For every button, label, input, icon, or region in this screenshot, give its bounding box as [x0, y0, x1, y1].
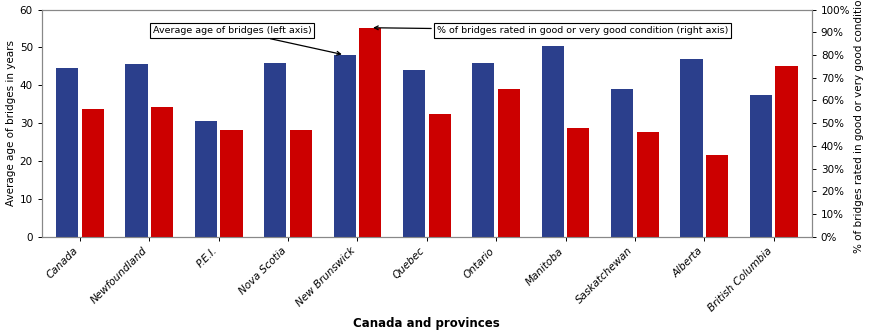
Bar	[705, 155, 727, 237]
Bar	[151, 107, 173, 237]
Bar	[497, 89, 520, 237]
Y-axis label: Average age of bridges in years: Average age of bridges in years	[5, 40, 16, 206]
Bar	[567, 128, 589, 237]
Bar	[428, 114, 450, 237]
X-axis label: Canada and provinces: Canada and provinces	[353, 318, 500, 330]
Bar	[610, 89, 633, 237]
Bar	[680, 59, 701, 237]
Bar	[264, 62, 286, 237]
Bar	[195, 121, 216, 237]
Text: Average age of bridges (left axis): Average age of bridges (left axis)	[153, 26, 340, 55]
Bar	[82, 110, 103, 237]
Text: % of bridges rated in good or very good condition (right axis): % of bridges rated in good or very good …	[374, 26, 727, 35]
Bar	[749, 95, 771, 237]
Bar	[333, 55, 355, 237]
Bar	[289, 130, 312, 237]
Bar	[56, 68, 78, 237]
Bar	[541, 45, 563, 237]
Bar	[359, 28, 381, 237]
Bar	[472, 62, 494, 237]
Bar	[402, 70, 425, 237]
Bar	[220, 130, 242, 237]
Bar	[774, 66, 797, 237]
Bar	[636, 132, 658, 237]
Y-axis label: % of bridges rated in good or very good condition: % of bridges rated in good or very good …	[853, 0, 864, 253]
Bar	[125, 65, 148, 237]
